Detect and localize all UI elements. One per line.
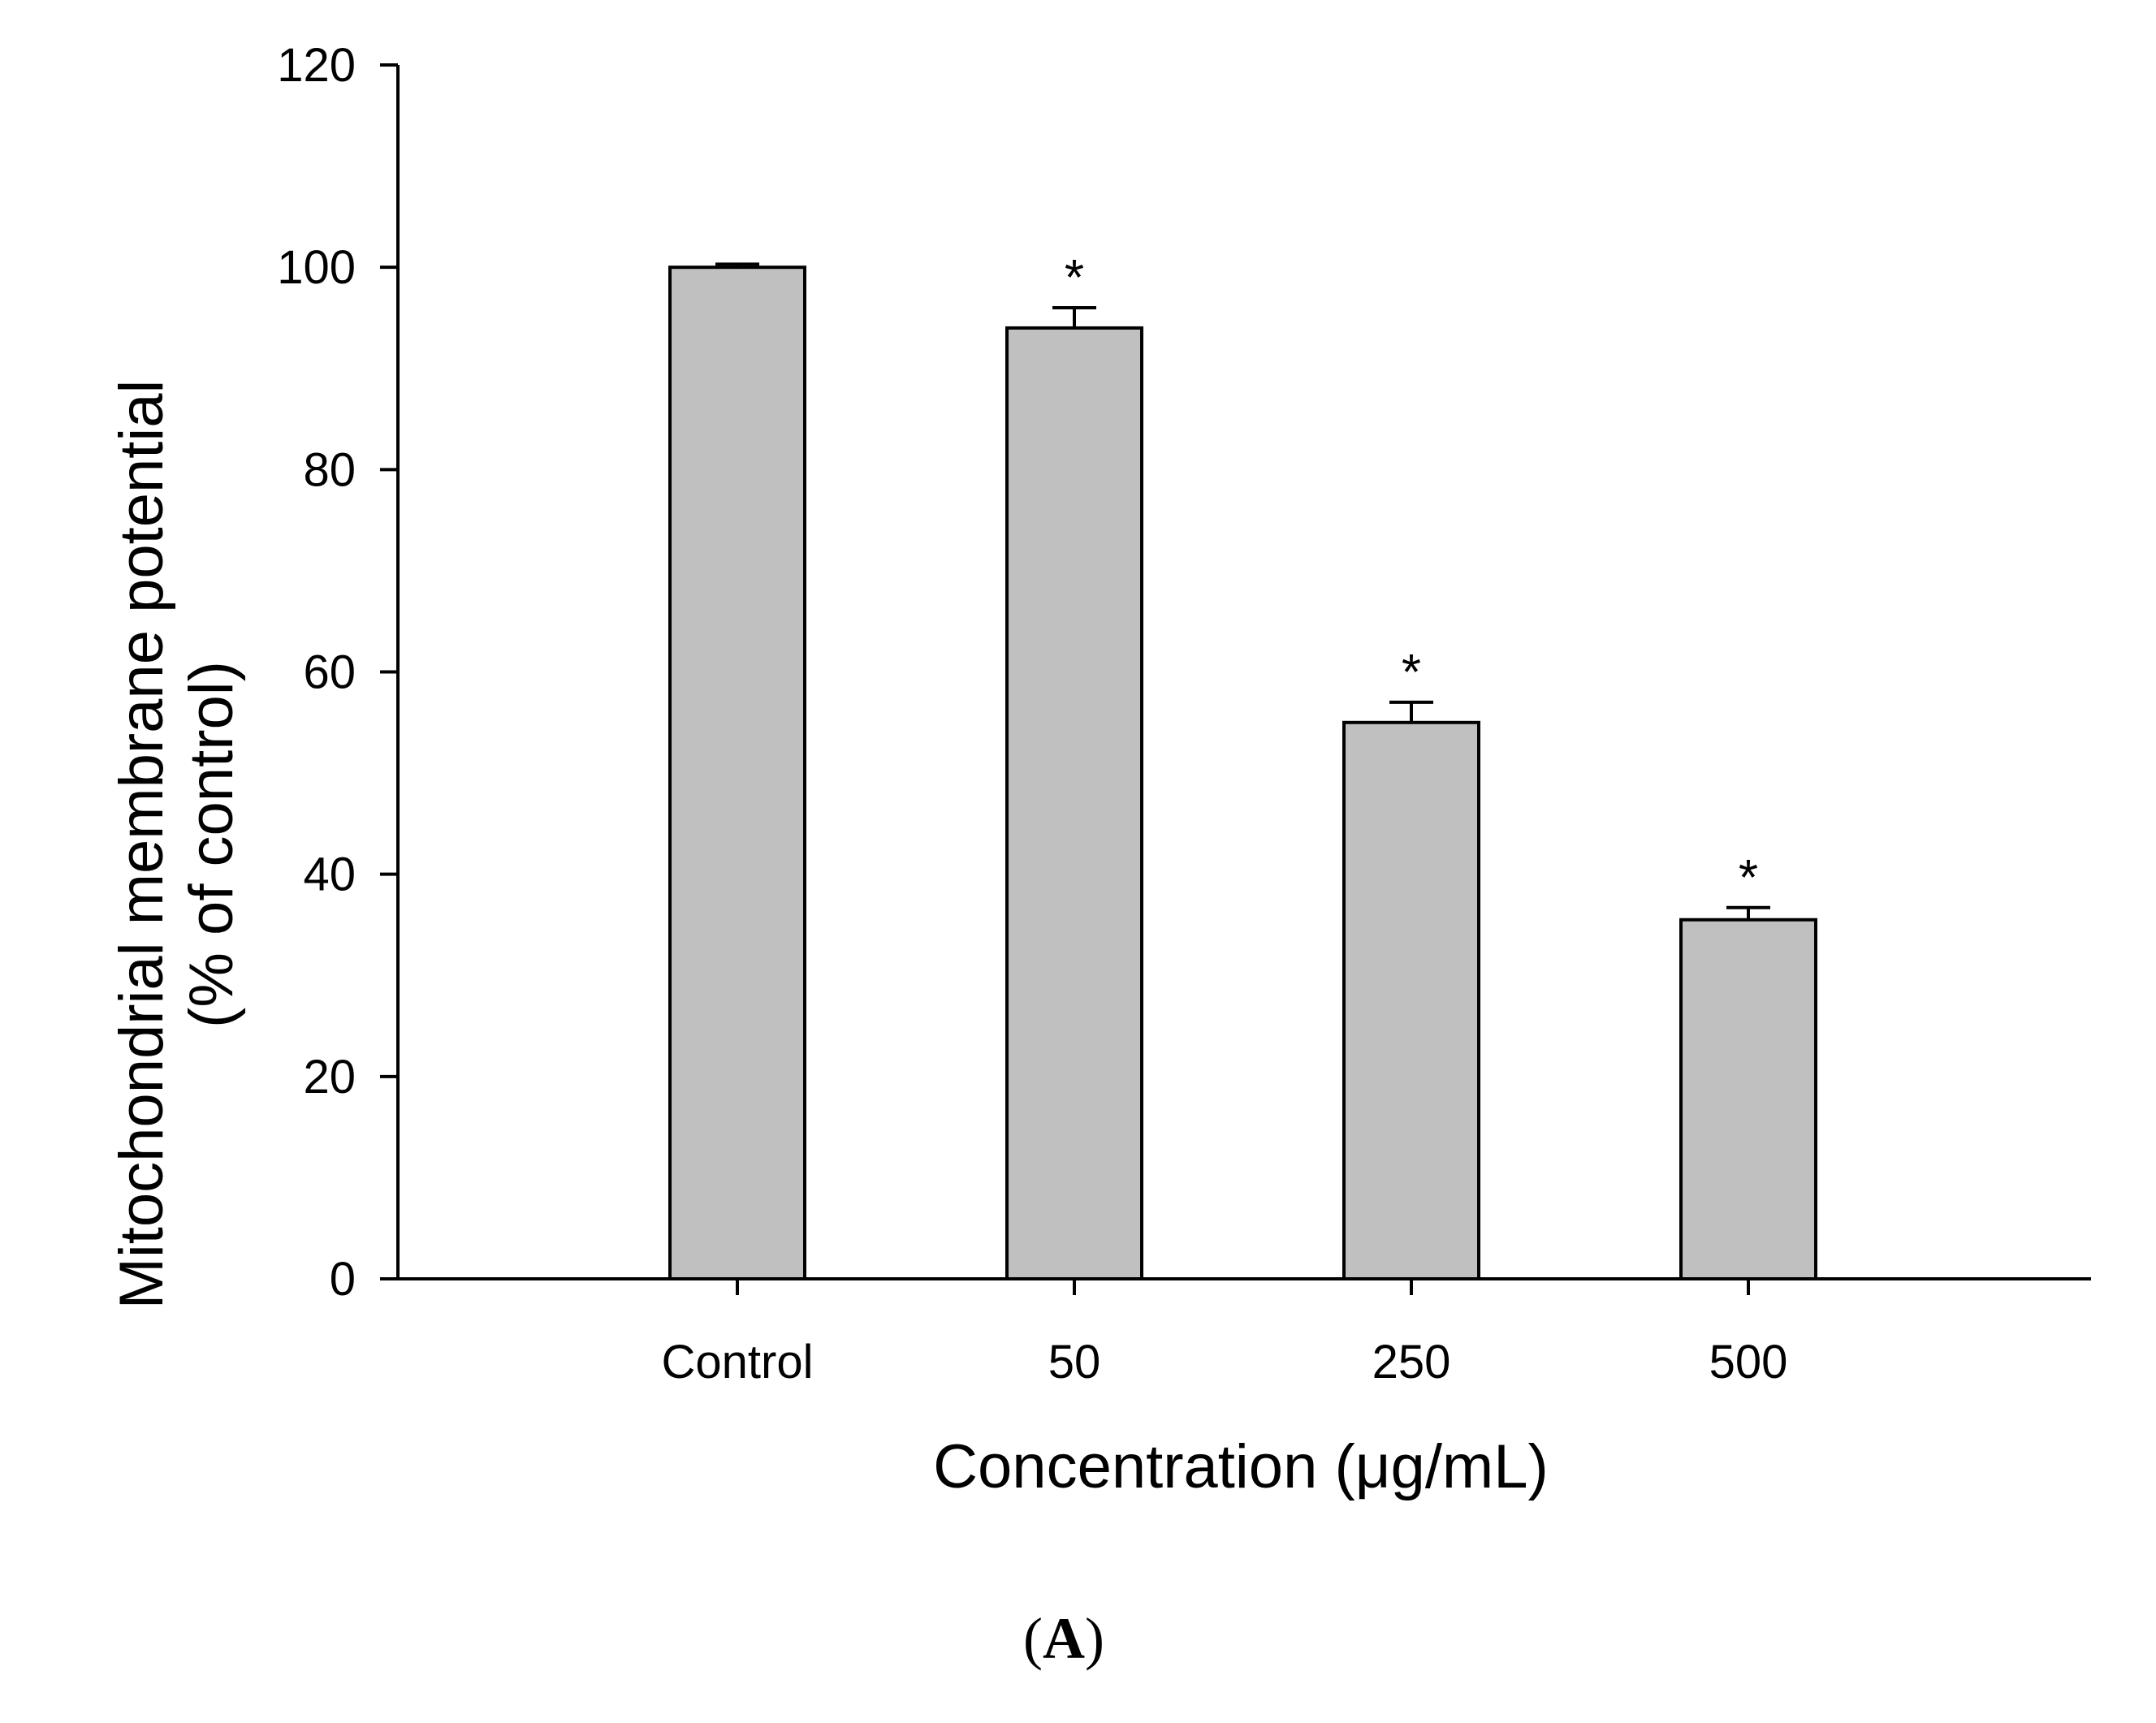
y-tick-label-20: 20 — [303, 1051, 356, 1103]
panel-label-letter: A — [1043, 1606, 1085, 1671]
y-axis-title-line2: (% of control) — [177, 661, 246, 1028]
y-tick-label-120: 120 — [277, 39, 356, 92]
x-tick-label-control: Control — [662, 1336, 814, 1388]
panel-label-close: ) — [1085, 1606, 1104, 1671]
panel-label-open: ( — [1023, 1606, 1043, 1671]
x-axis-title: Concentration (μg/mL) — [933, 1432, 1549, 1501]
panel-label: (A) — [1023, 1606, 1104, 1671]
bar-control — [668, 266, 806, 1281]
axes-group — [396, 65, 2091, 1280]
x-tick-label-50: 50 — [1048, 1336, 1101, 1388]
bar-50 — [1005, 326, 1143, 1281]
error-bars-group — [715, 262, 1770, 920]
y-tick-label-40: 40 — [303, 849, 356, 901]
bar-500 — [1679, 918, 1817, 1280]
significance-mark-1: * — [1065, 250, 1084, 306]
y-axis-title-group: Mitochondrial membrane potential (% of c… — [107, 380, 246, 1310]
y-tick-label-100: 100 — [277, 241, 356, 294]
significance-mark-3: * — [1739, 850, 1758, 906]
x-tick-label-500: 500 — [1709, 1336, 1788, 1388]
bars-group — [668, 266, 1817, 1281]
significance-marks-group: * * * — [1065, 250, 1758, 906]
x-tick-label-250: 250 — [1372, 1336, 1451, 1388]
y-tick-label-0: 0 — [330, 1253, 356, 1306]
significance-mark-2: * — [1402, 645, 1421, 701]
y-tick-label-60: 60 — [303, 646, 356, 699]
y-tick-label-80: 80 — [303, 443, 356, 496]
y-ticks-group: 0 20 40 60 80 100 120 — [277, 39, 398, 1306]
x-ticks-group: Control 50 250 500 — [662, 1279, 1788, 1388]
bar-250 — [1342, 720, 1480, 1280]
y-axis-title-line1: Mitochondrial membrane potential — [107, 380, 176, 1310]
